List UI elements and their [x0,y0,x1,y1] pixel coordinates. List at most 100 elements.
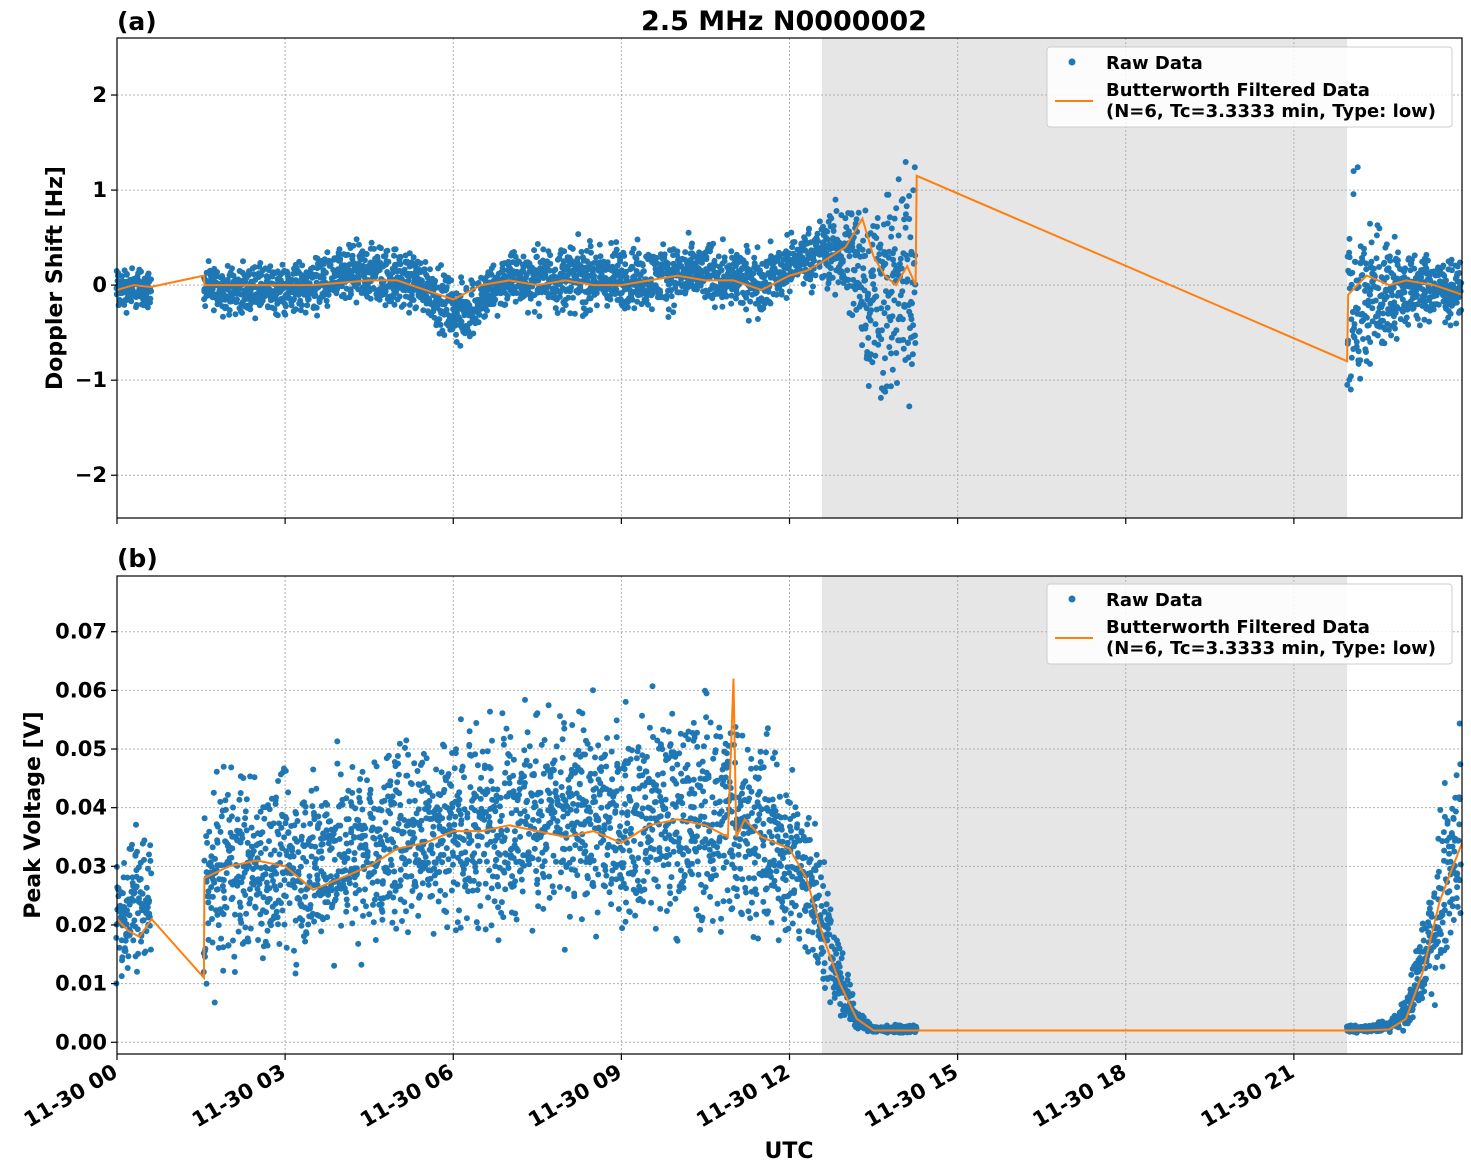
raw-data-point [678,793,685,800]
raw-data-point [300,822,307,829]
raw-data-point [501,834,508,841]
raw-data-point [422,854,429,860]
raw-data-point [685,848,692,854]
raw-data-point [487,765,494,772]
raw-data-point [141,837,148,844]
raw-data-point [520,253,527,260]
raw-data-point [345,848,352,855]
raw-data-point [646,724,653,731]
raw-data-point [880,299,887,306]
raw-data-point [567,310,574,317]
raw-data-point [652,925,659,932]
raw-data-point [420,307,427,314]
raw-data-point [205,899,212,906]
raw-data-point [569,722,576,728]
raw-data-point [441,743,448,750]
raw-data-point [440,852,447,858]
raw-data-point [410,254,417,261]
raw-data-point [297,307,304,314]
raw-data-point [355,241,362,248]
raw-data-point [1392,325,1398,332]
raw-data-point [602,751,609,758]
raw-data-point [608,240,615,246]
raw-data-point [222,797,229,804]
raw-data-point [842,215,849,222]
raw-data-point [147,295,154,302]
raw-data-point [401,899,408,906]
raw-data-point [1348,373,1354,380]
raw-data-point [343,908,350,915]
raw-data-point [361,257,368,264]
raw-data-point [344,251,351,258]
raw-data-point [242,924,249,931]
raw-data-point [343,896,350,903]
raw-data-point [266,806,273,813]
raw-data-point [888,350,895,357]
raw-data-point [482,880,489,887]
raw-data-point [226,311,233,318]
raw-data-point [218,935,225,942]
raw-data-point [273,908,280,915]
raw-data-point [403,908,409,915]
raw-data-point [602,275,609,281]
raw-data-point [302,893,309,900]
y-tick-label: 2 [92,83,107,107]
raw-data-point [281,877,288,884]
raw-data-point [232,311,239,318]
raw-data-point [765,288,772,295]
raw-data-point [561,846,568,853]
raw-data-point [657,813,664,820]
raw-data-point [1354,305,1361,312]
raw-data-point [862,277,869,284]
raw-data-point [119,954,126,961]
raw-data-point [537,789,544,796]
raw-data-point [388,862,395,868]
raw-data-point [559,307,566,313]
raw-data-point [437,887,444,894]
raw-data-point [410,829,416,836]
raw-data-point [642,768,649,775]
raw-data-point [1348,281,1355,288]
raw-data-point [220,763,227,770]
raw-data-point [613,802,620,809]
raw-data-point [451,765,458,772]
raw-data-point [593,933,600,940]
raw-data-point [673,780,680,787]
raw-data-point [291,884,298,891]
raw-data-point [865,334,872,341]
raw-data-point [644,868,651,875]
raw-data-point [289,844,295,851]
raw-data-point [1411,252,1418,259]
raw-data-point [417,260,424,267]
raw-data-point [247,306,254,313]
raw-data-point [682,290,689,297]
raw-data-point [491,843,498,850]
raw-data-point [295,849,302,856]
raw-data-point [1369,305,1376,312]
raw-data-point [613,717,620,724]
raw-data-point [786,288,793,295]
raw-data-point [575,231,582,238]
raw-data-point [141,856,147,863]
raw-data-point [619,809,626,816]
raw-data-point [482,313,489,319]
raw-data-point [131,917,138,924]
legend-raw-marker [1068,58,1076,66]
raw-data-point [294,818,301,824]
raw-data-point [436,316,443,323]
raw-data-point [552,266,559,273]
raw-data-point [900,336,907,343]
raw-data-point [805,226,812,233]
raw-data-point [631,305,638,312]
raw-data-point [665,260,672,267]
raw-data-point [1453,320,1460,327]
raw-data-point [333,891,340,898]
raw-data-point [640,268,647,275]
raw-data-point [865,383,872,389]
raw-data-point [279,261,286,268]
raw-data-point [745,317,752,324]
raw-data-point [427,266,433,273]
raw-data-point [343,795,350,802]
raw-data-point [591,770,598,777]
raw-data-point [694,286,700,293]
